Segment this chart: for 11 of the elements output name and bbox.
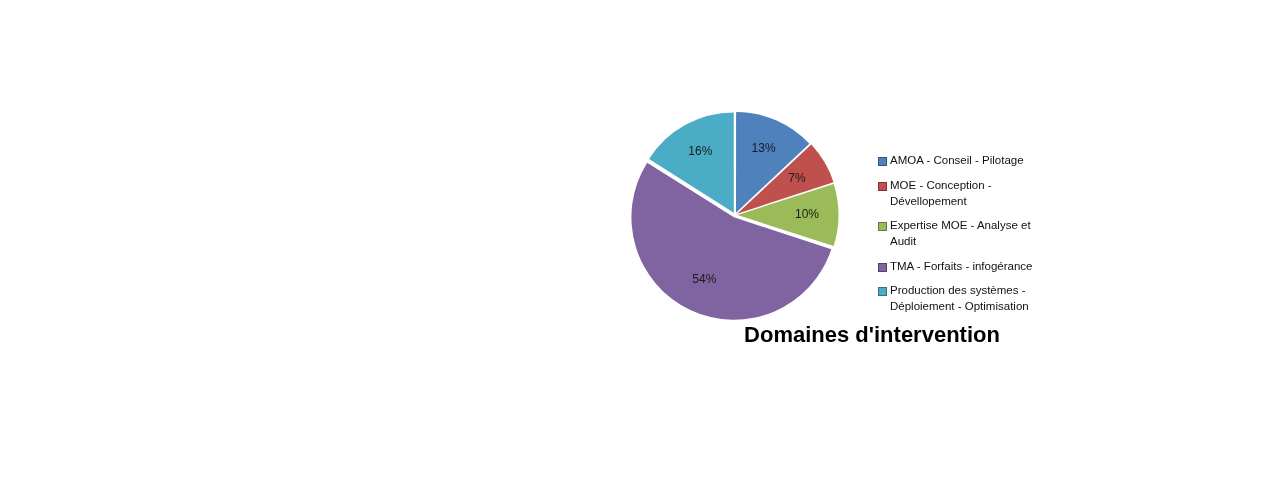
legend-label: Production des systèmes - Déploiement - Optimisation: [890, 283, 1030, 314]
legend-label: Expertise MOE - Analyse et Audit: [890, 218, 1032, 249]
text: Domaines d'intervention: [743, 322, 1001, 348]
legend-label: MOE - Conception - Dévellopement: [890, 177, 993, 209]
data-label: 13%: [751, 141, 776, 156]
legend-label: AMOA - Conseil - Pilotage: [890, 153, 1024, 168]
data-label: 54%: [692, 272, 717, 287]
legend-label: TMA - Forfaits - infogérance: [890, 258, 1033, 274]
data-label: 10%: [794, 207, 820, 222]
data-label: 7%: [788, 170, 806, 185]
data-label: 16%: [688, 144, 713, 159]
